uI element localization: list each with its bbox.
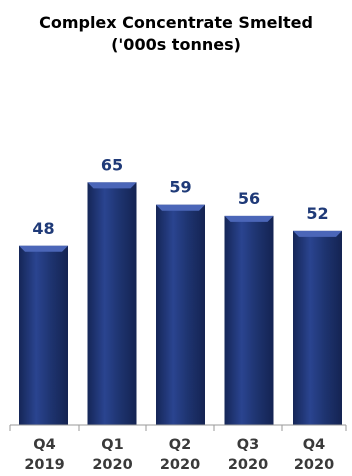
bar-bevel-top: [293, 230, 342, 237]
category-label-quarter: Q2: [169, 437, 191, 453]
category-label-quarter: Q3: [237, 437, 259, 453]
value-label: 56: [238, 189, 260, 208]
category-label-year: 2019: [24, 457, 64, 473]
bar-bevel-top: [19, 245, 68, 252]
category-label-quarter: Q4: [303, 437, 325, 453]
bar-bevel-top: [224, 215, 274, 222]
bar: [87, 182, 137, 425]
bar-body: [156, 204, 205, 425]
category-label-year: 2020: [228, 457, 268, 473]
value-label: 59: [169, 178, 191, 197]
category-label-year: 2020: [92, 457, 132, 473]
chart-title-line-1: Complex Concentrate Smelted: [39, 13, 313, 32]
bar: [224, 215, 274, 425]
bar: [293, 230, 342, 425]
value-label: 65: [101, 155, 123, 174]
chart-title: Complex Concentrate Smelted ('000s tonne…: [0, 12, 352, 56]
bar: [19, 245, 68, 425]
bar-body: [224, 215, 274, 425]
bar-body: [293, 230, 342, 425]
category-label-quarter: Q1: [101, 437, 123, 453]
bar-bevel-top: [87, 182, 137, 189]
chart-title-line-2: ('000s tonnes): [111, 35, 241, 54]
category-label-quarter: Q4: [33, 437, 55, 453]
value-label: 52: [306, 204, 328, 223]
bar-body: [19, 245, 68, 425]
bar: [156, 204, 205, 425]
bars-group: [19, 182, 342, 425]
category-label-year: 2020: [160, 457, 200, 473]
value-label: 48: [32, 219, 54, 238]
labels-group: 48 Q4 2019 65 Q1 2020 59 Q2 2020 56 Q3 2020 52 Q4 2020: [9, 155, 347, 473]
category-label-year: 2020: [294, 457, 334, 473]
bar-bevel-top: [156, 204, 205, 211]
bar-body: [87, 182, 137, 425]
